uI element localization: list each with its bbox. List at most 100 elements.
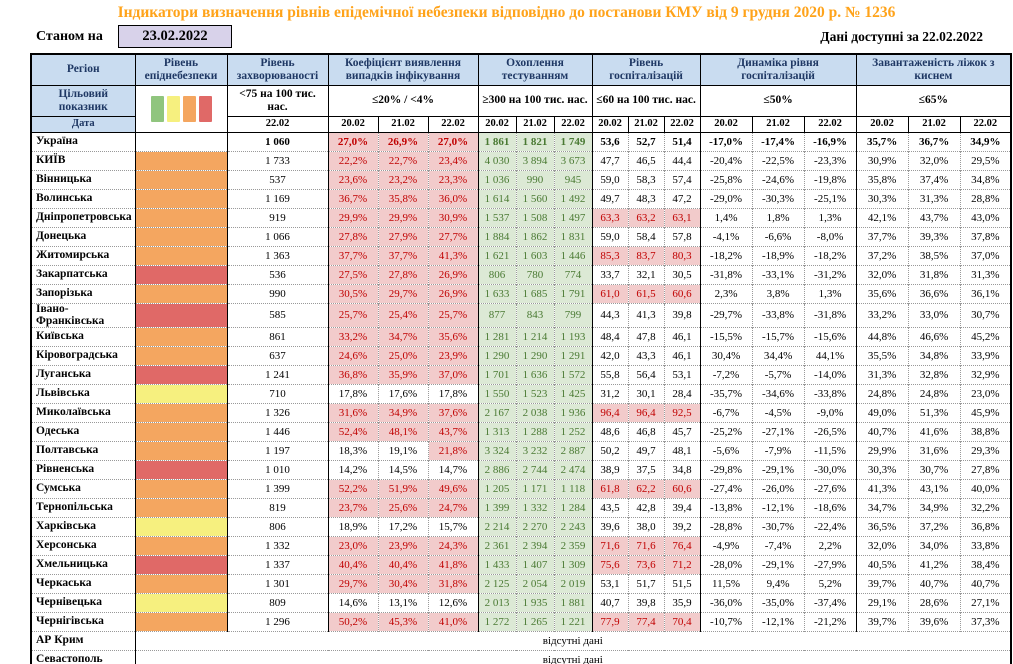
oxygen-beds-cell: 37,4%	[907, 170, 961, 190]
testing-cell: 2 167	[477, 403, 516, 423]
testing-cell: 4 030	[477, 151, 516, 171]
hospitalization-cell: 48,6	[591, 422, 629, 442]
detection-cell: 51,9%	[377, 479, 428, 499]
detection-cell: 35,6%	[427, 327, 478, 347]
dynamics-cell: -27,6%	[803, 479, 857, 499]
target-row: Цільовий показник <75 на 100 тис. нас. ≤…	[30, 85, 1012, 133]
incidence-cell: 1 363	[226, 246, 328, 266]
dynamics-cell: -7,9%	[751, 441, 805, 461]
dynamics-cell: -12,1%	[751, 498, 805, 518]
dynamics-cell: -20,4%	[699, 151, 753, 171]
testing-cell: 1 399	[477, 498, 516, 518]
hospitalization-cell: 35,9	[663, 593, 701, 613]
oxygen-beds-cell: 33,2%	[855, 303, 909, 328]
testing-cell: 2 744	[515, 460, 554, 480]
oxygen-beds-cell: 43,7%	[907, 208, 961, 228]
testing-cell: 1 221	[553, 612, 593, 632]
detection-cell: 23,7%	[327, 498, 378, 518]
oxygen-beds-cell: 32,8%	[907, 365, 961, 385]
testing-cell: 1 935	[515, 593, 554, 613]
date-cell: 22.02	[553, 116, 593, 133]
detection-cell: 27,0%	[427, 132, 478, 152]
hospitalization-cell: 80,3	[663, 246, 701, 266]
testing-cell: 2 214	[477, 517, 516, 537]
col-header-incidence: Рівень захворюваності	[226, 53, 329, 86]
detection-cell: 24,3%	[427, 536, 478, 556]
available-label-text: Дані доступні за	[820, 29, 919, 44]
epidemic-level-cell	[134, 403, 227, 423]
oxygen-beds-cell: 36,6%	[907, 284, 961, 304]
incidence-cell: 1 446	[226, 422, 328, 442]
detection-cell: 34,9%	[377, 403, 428, 423]
detection-cell: 27,8%	[327, 227, 378, 247]
dynamics-cell: -36,0%	[699, 593, 753, 613]
detection-cell: 34,7%	[377, 327, 428, 347]
oxygen-beds-cell: 36,1%	[959, 284, 1012, 304]
epidemic-level-cell	[134, 574, 227, 594]
region-name-cell: Київська	[30, 327, 135, 347]
hospitalization-cell: 51,5	[663, 574, 701, 594]
testing-cell: 1 492	[553, 189, 593, 209]
detection-cell: 19,1%	[377, 441, 428, 461]
dynamics-cell: -22,4%	[803, 517, 857, 537]
region-name-cell: Черкаська	[30, 574, 135, 594]
oxygen-beds-cell: 30,7%	[907, 460, 961, 480]
testing-cell: 1 862	[515, 227, 554, 247]
dynamics-cell: 2,3%	[699, 284, 753, 304]
oxygen-beds-cell: 37,2%	[855, 246, 909, 266]
oxygen-beds-cell: 37,7%	[855, 227, 909, 247]
table-row: Львівська 710 17,8% 17,6% 17,8% 1 550 1 523 1 4…	[30, 384, 1012, 404]
region-name-cell: АР Крим	[30, 631, 135, 651]
region-name-cell: Донецька	[30, 227, 135, 247]
detection-cell: 52,2%	[327, 479, 378, 499]
epidemic-level-cell	[134, 208, 227, 228]
incidence-cell: 1 399	[226, 479, 328, 499]
dynamics-cell: -18,2%	[699, 246, 753, 266]
region-name-cell: Хмельницька	[30, 555, 135, 575]
dynamics-cell: -4,9%	[699, 536, 753, 556]
region-name-cell: Севастополь	[30, 650, 135, 664]
epidemic-level-cell	[134, 170, 227, 190]
dynamics-cell: 11,5%	[699, 574, 753, 594]
oxygen-beds-cell: 39,6%	[907, 612, 961, 632]
hospitalization-cell: 33,7	[591, 265, 629, 285]
detection-cell: 17,6%	[377, 384, 428, 404]
hospitalization-cell: 73,6	[627, 555, 665, 575]
dynamics-cell: -18,9%	[751, 246, 805, 266]
oxygen-beds-cell: 33,0%	[907, 303, 961, 328]
detection-cell: 25,4%	[377, 303, 428, 328]
oxygen-beds-cell: 31,3%	[907, 189, 961, 209]
region-name-cell: Тернопільська	[30, 498, 135, 518]
testing-cell: 2 038	[515, 403, 554, 423]
hospitalization-cell: 46,8	[627, 422, 665, 442]
epidemic-level-cell	[134, 460, 227, 480]
hospitalization-cell: 85,3	[591, 246, 629, 266]
hospitalization-cell: 48,3	[627, 189, 665, 209]
incidence-cell: 1 241	[226, 365, 328, 385]
region-name-cell: Одеська	[30, 422, 135, 442]
date-row-label: Дата	[30, 116, 136, 133]
target-row-label: Цільовий показник	[30, 85, 136, 117]
hospitalization-cell: 38,0	[627, 517, 665, 537]
dynamics-cell: 3,8%	[751, 284, 805, 304]
testing-cell: 1 433	[477, 555, 516, 575]
oxygen-beds-cell: 29,1%	[855, 593, 909, 613]
detection-cell: 40,4%	[327, 555, 378, 575]
dynamics-cell: -27,4%	[699, 479, 753, 499]
page-title: Індикатори визначення рівнів епідемічної…	[117, 4, 896, 21]
hospitalization-cell: 52,7	[627, 132, 665, 152]
date-cell: 21.02	[515, 116, 555, 133]
dynamics-cell: -4,1%	[699, 227, 753, 247]
hospitalization-cell: 41,3	[627, 303, 665, 328]
dynamics-cell: -25,8%	[699, 170, 753, 190]
hospitalization-cell: 38,9	[591, 460, 629, 480]
incidence-cell: 1 326	[226, 403, 328, 423]
dynamics-cell: -15,7%	[751, 327, 805, 347]
legend-color-bar	[182, 96, 196, 122]
testing-cell: 1 831	[553, 227, 593, 247]
detection-cell: 37,7%	[377, 246, 428, 266]
date-cell: 20.02	[327, 116, 379, 133]
dynamics-cell: -28,0%	[699, 555, 753, 575]
detection-cell: 23,9%	[427, 346, 478, 366]
